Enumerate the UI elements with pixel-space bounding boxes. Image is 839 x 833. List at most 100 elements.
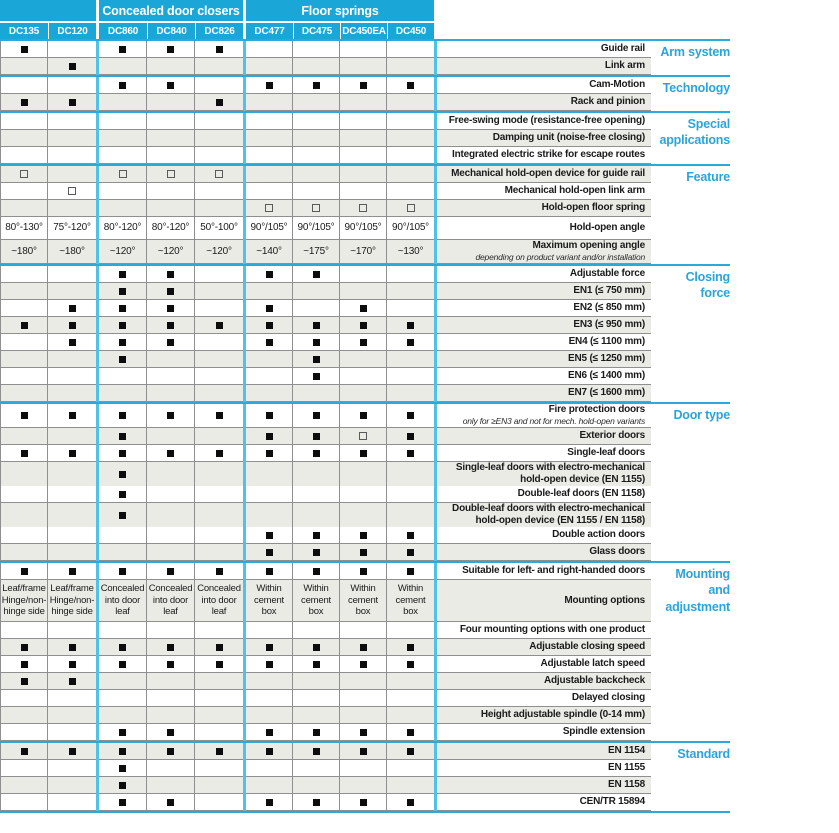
filled-square-icon [312,372,320,380]
group-divider [96,317,99,334]
matrix-cell [0,283,48,300]
filled-square-icon [359,798,367,806]
section: EN 1154 EN 1155 EN 1158 CEN/TR 15894 Standar… [0,743,839,811]
cell-text: ~180° [11,245,37,257]
table-row: EN1 (≤ 750 mm) [0,283,651,300]
hollow-square-icon [312,204,320,212]
table-row: Adjustable force [0,266,651,283]
matrix-cell [147,794,195,811]
matrix-cell [195,113,243,130]
matrix-cell: Within cement box [293,580,340,622]
group-header: Floor springs [246,0,434,21]
matrix-cell [0,147,48,164]
group-divider [243,266,246,283]
matrix-cell [246,428,293,445]
matrix-cell [246,404,293,428]
matrix-cell [48,445,96,462]
filled-square-icon [215,747,223,755]
matrix-cell [0,385,48,402]
matrix-cell [387,486,434,503]
filled-square-icon [265,531,273,539]
matrix-cell [0,266,48,283]
matrix-cell [48,404,96,428]
matrix-cell [147,462,195,487]
matrix-cell [340,351,387,368]
filled-square-icon [167,567,174,575]
matrix-cell: 75°-120° [48,217,96,240]
group-divider [96,794,99,811]
matrix-cell [340,777,387,794]
group-divider [243,707,246,724]
matrix-cell [195,743,243,760]
row-label-text: Integrated electric strike for escape ro… [452,149,645,160]
matrix-cell [147,334,195,351]
table-row: Free-swing mode (resistance-free opening… [0,113,651,130]
filled-square-icon [20,321,28,329]
matrix-cell [387,147,434,164]
matrix-cell [195,147,243,164]
filled-square-icon [407,432,414,440]
matrix-cell [195,368,243,385]
matrix-cell [147,317,195,334]
matrix-cell [387,41,434,58]
filled-square-icon [167,412,174,419]
matrix-cell [340,113,387,130]
product-column-header: DC477 [246,23,293,39]
matrix-cell [0,760,48,777]
group-divider [96,385,99,402]
group-divider [243,166,246,183]
section: Mechanical hold-open device for guide ra… [0,166,839,264]
group-divider [434,724,437,741]
group-divider [96,760,99,777]
row-label-text: Damping unit (noise-free closing) [492,132,645,143]
filled-square-icon [119,304,126,312]
matrix-cell [99,58,147,75]
matrix-cell [340,563,387,580]
group-divider [434,673,437,690]
row-label: Mounting options [437,580,651,622]
matrix-cell [48,166,96,183]
row-label: Double-leaf doors (EN 1158) [437,486,651,503]
filled-square-icon [265,660,273,668]
matrix-cell [147,266,195,283]
matrix-cell [48,351,96,368]
group-divider [434,368,437,385]
filled-square-icon [119,764,126,772]
filled-square-icon [312,321,320,329]
matrix-cell [293,707,340,724]
group-divider [243,385,246,402]
product-column-header: DC450 [387,23,434,39]
matrix-cell [340,462,387,487]
filled-square-icon [119,798,126,806]
matrix-cell [340,77,387,94]
matrix-cell [0,622,48,639]
group-divider [434,462,437,487]
matrix-cell [99,777,147,794]
hollow-square-icon [359,204,367,212]
matrix-cell [48,147,96,164]
filled-square-icon [167,338,174,346]
group-divider [96,368,99,385]
group-divider [434,743,437,760]
matrix-cell [340,41,387,58]
matrix-cell [48,41,96,58]
table-row: Glass doors [0,544,651,561]
group-divider [96,166,99,183]
matrix-cell [48,544,96,561]
matrix-cell: ~140° [246,240,293,264]
cell-text: ~130° [397,245,424,257]
matrix-cell [48,563,96,580]
matrix-cell [293,334,340,351]
group-divider [434,317,437,334]
group-divider [434,130,437,147]
hollow-square-icon [265,204,273,212]
matrix-cell [293,622,340,639]
row-sublabel-text: depending on product variant and/or inst… [475,252,646,263]
matrix-cell [246,166,293,183]
group-divider [96,580,99,622]
filled-square-icon [119,511,126,519]
group-divider [96,639,99,656]
matrix-cell [99,445,147,462]
matrix-cell [387,334,434,351]
matrix-cell [340,283,387,300]
